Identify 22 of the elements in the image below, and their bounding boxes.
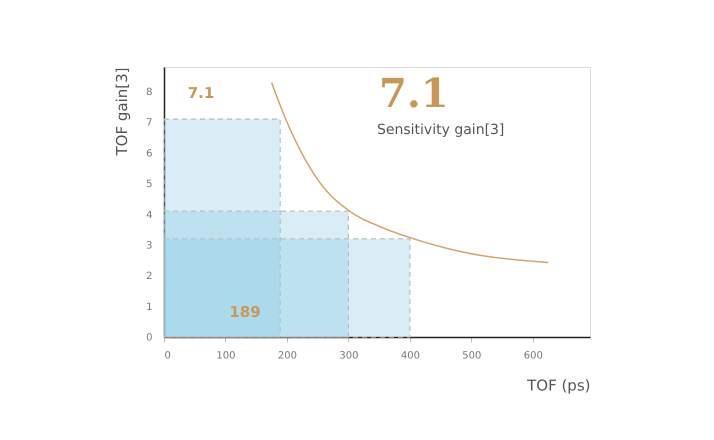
annotation: 7.1 (188, 84, 214, 102)
annotation: Sensitivity gain[3] (377, 122, 504, 138)
y-tick-label: 6 (146, 148, 152, 160)
y-tick-label: 7 (146, 118, 152, 129)
y-axis-title: TOF gain[3] (113, 68, 132, 157)
x-tick-label: 400 (400, 350, 420, 362)
x-tick-label: 600 (524, 350, 543, 362)
annotation: 7.1 (379, 70, 449, 117)
y-tick-label: 3 (146, 240, 152, 252)
x-axis-title: TOF (ps) (526, 376, 590, 394)
x-tick-label: 500 (462, 350, 482, 362)
y-tick-label: 1 (146, 302, 152, 313)
y-tick-label: 4 (146, 210, 152, 221)
x-tick-label: 100 (216, 350, 236, 362)
y-tick-label: 5 (146, 179, 152, 190)
y-tick-label: 0 (146, 332, 152, 344)
y-tick-label: 8 (146, 87, 152, 98)
x-tick-label: 300 (339, 350, 358, 362)
x-tick-label: 0 (164, 350, 171, 362)
annotation: 189 (229, 303, 261, 321)
y-tick-label: 2 (146, 271, 152, 282)
x-tick-label: 200 (278, 350, 297, 362)
